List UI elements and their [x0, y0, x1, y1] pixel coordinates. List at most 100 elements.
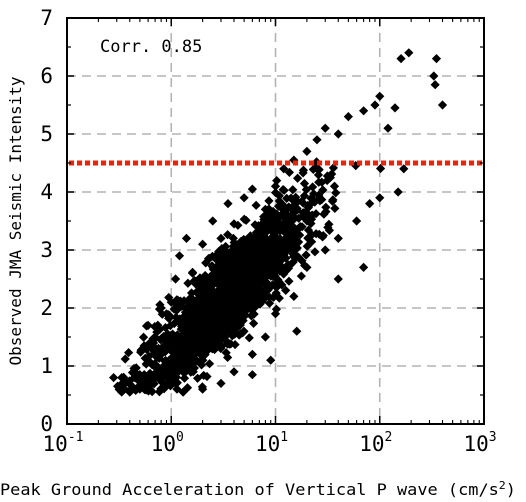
- data-point: [176, 301, 186, 312]
- data-point: [188, 332, 199, 342]
- x-tick-label: 101: [255, 430, 288, 456]
- data-point: [333, 274, 343, 284]
- data-point: [174, 251, 185, 261]
- data-point: [274, 191, 284, 201]
- data-point: [211, 341, 221, 351]
- data-point: [166, 336, 176, 346]
- data-point: [370, 100, 380, 110]
- data-point: [186, 365, 196, 375]
- data-point: [375, 163, 386, 174]
- data-point: [198, 384, 208, 394]
- data-point: [298, 211, 308, 221]
- data-point: [260, 204, 270, 214]
- data-point: [203, 279, 213, 289]
- data-point: [265, 292, 275, 303]
- data-point: [330, 203, 340, 213]
- data-point: [257, 277, 267, 287]
- data-point: [117, 387, 127, 397]
- data-point: [192, 373, 203, 383]
- data-point: [198, 332, 208, 342]
- data-point: [157, 362, 168, 372]
- y-tick-label: 5: [40, 122, 53, 146]
- data-point: [228, 241, 238, 251]
- data-point: [264, 239, 274, 249]
- data-point: [150, 332, 160, 342]
- data-point: [147, 387, 157, 397]
- data-point: [263, 260, 273, 270]
- data-point: [172, 305, 182, 315]
- x-tick-exponent: 3: [489, 430, 497, 445]
- data-point: [229, 367, 239, 377]
- data-point: [153, 343, 164, 353]
- data-point: [173, 299, 183, 310]
- data-point: [284, 228, 294, 238]
- x-tick-label: 10-1: [43, 430, 84, 456]
- data-point: [264, 298, 275, 308]
- data-point: [141, 379, 151, 390]
- data-point: [352, 216, 362, 226]
- data-point: [231, 307, 241, 317]
- data-point: [230, 329, 240, 339]
- data-point: [296, 271, 306, 281]
- data-point: [327, 196, 338, 206]
- data-point: [279, 245, 289, 255]
- data-point: [262, 246, 272, 256]
- data-point: [191, 297, 201, 307]
- data-point: [430, 80, 440, 90]
- data-point: [130, 364, 140, 374]
- data-point: [208, 269, 218, 279]
- x-axis-title-main: Peak Ground Acceleration of Vertical P w…: [0, 480, 499, 499]
- x-tick-base: 10: [151, 432, 176, 456]
- data-point: [169, 318, 179, 329]
- data-point: [239, 260, 250, 271]
- data-point: [306, 211, 317, 221]
- data-point: [271, 288, 281, 298]
- data-point: [255, 227, 265, 237]
- data-point: [297, 222, 307, 232]
- y-tick-label: 0: [40, 412, 53, 436]
- data-point: [193, 319, 203, 329]
- data-point: [375, 91, 385, 101]
- data-point: [200, 271, 210, 281]
- data-point: [178, 324, 188, 334]
- x-tick-base: 10: [255, 432, 280, 456]
- data-point: [208, 315, 218, 325]
- data-point: [161, 309, 172, 319]
- data-point: [231, 317, 242, 328]
- data-point: [212, 306, 222, 316]
- data-point: [198, 348, 209, 359]
- data-point: [216, 320, 226, 331]
- data-point: [192, 311, 202, 321]
- data-point: [235, 313, 245, 323]
- data-point: [202, 304, 212, 314]
- data-point: [320, 245, 330, 255]
- data-point: [207, 290, 217, 300]
- data-point: [224, 281, 234, 291]
- data-point: [331, 188, 341, 198]
- data-point: [431, 54, 442, 64]
- x-axis-title-close: ): [506, 480, 516, 499]
- data-point: [154, 387, 165, 397]
- axis-ticks: [66, 17, 485, 425]
- data-point: [238, 316, 248, 326]
- data-point: [239, 193, 249, 203]
- data-point: [270, 260, 281, 270]
- data-point: [284, 167, 294, 178]
- data-point: [286, 210, 297, 220]
- data-point: [190, 304, 200, 314]
- data-point: [277, 280, 287, 290]
- data-point: [208, 216, 218, 226]
- data-point: [278, 224, 288, 234]
- data-point: [287, 194, 297, 204]
- data-point: [309, 189, 319, 199]
- data-point: [325, 172, 335, 183]
- data-point: [279, 185, 289, 195]
- data-point: [359, 106, 369, 116]
- data-point: [288, 185, 298, 195]
- data-point: [223, 230, 233, 240]
- data-point: [186, 288, 197, 298]
- data-point: [228, 320, 238, 330]
- data-point: [230, 285, 240, 295]
- data-point: [404, 48, 414, 58]
- data-point: [289, 291, 299, 301]
